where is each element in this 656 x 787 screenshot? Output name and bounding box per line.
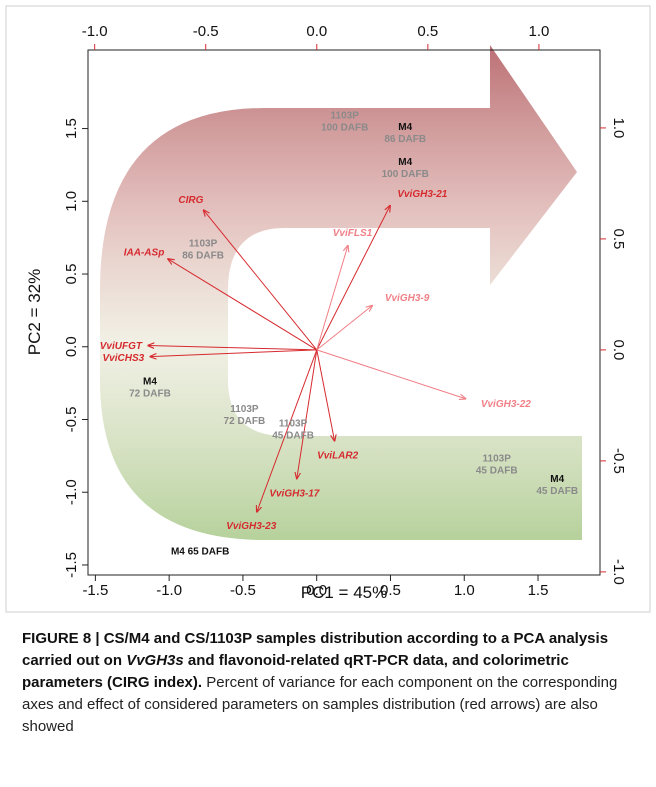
loading-label: VviGH3-9: [385, 293, 430, 304]
sample-label: M4: [398, 122, 412, 133]
sample-label: 45 DAFB: [476, 466, 518, 477]
x-tick-label: -1.5: [82, 582, 108, 599]
loading-label: VviGH3-17: [269, 488, 319, 499]
y2-tick-label: -1.0: [610, 559, 627, 585]
loading-label: VviLAR2: [317, 451, 359, 462]
y2-tick-label: -0.5: [610, 448, 627, 474]
x-tick-label: 1.0: [454, 582, 475, 599]
sample-point: M4 65 DAFB: [171, 546, 229, 557]
x-tick-label: -1.0: [156, 582, 182, 599]
y-axis-label: PC2 = 32%: [25, 269, 44, 355]
loading-arrow: [257, 349, 318, 512]
loading-label: IAA-ASp: [124, 248, 165, 259]
y-tick-label: 0.0: [63, 336, 80, 357]
loading-label: VviGH3-22: [481, 399, 531, 410]
y2-tick-label: 0.5: [610, 228, 627, 249]
sample-label: 1103P: [279, 419, 308, 430]
x-tick-label: 0.5: [380, 582, 401, 599]
loading-label: VviCHS3: [103, 353, 145, 364]
caption-text: Percent of variance for each component o…: [22, 674, 618, 735]
y-tick-label: 1.5: [63, 118, 80, 139]
y-tick-label: -1.0: [63, 479, 80, 505]
sample-label: M4: [550, 474, 564, 485]
x-axis-label: PC1 = 45%: [301, 583, 387, 602]
sample-label: 45 DAFB: [272, 431, 314, 442]
x2-tick-label: 1.0: [528, 23, 549, 40]
sample-label: 86 DAFB: [182, 250, 224, 261]
sample-label: M4: [398, 157, 412, 168]
figure-frame: [5, 5, 651, 613]
loading-arrow: [316, 246, 348, 351]
sample-point: M4 86 DAFB: [384, 122, 426, 145]
chart: PC1 = 45% PC2 = 32% -1.5 -1.0 -0.5 0.0 0.5 1.…: [5, 5, 651, 613]
y-tick-label: -0.5: [63, 407, 80, 433]
background-arrow: [100, 45, 582, 540]
loading-label: VviUFGT: [100, 341, 143, 352]
loading-arrow: [204, 210, 318, 351]
loading-arrow: [297, 349, 318, 479]
sample-label: 72 DAFB: [129, 388, 171, 399]
sample-point: 1103P 86 DAFB: [182, 238, 224, 261]
x2-tick-label: -1.0: [82, 23, 108, 40]
loading-arrow: [150, 349, 317, 357]
loading-label: CIRG: [178, 195, 203, 206]
loading-label: VviGH3-21: [397, 189, 447, 200]
x-tick-label: 0.0: [306, 582, 327, 599]
loading-arrow: [316, 349, 466, 399]
loading-label: VviGH3-23: [226, 521, 276, 532]
caption-title: FIGURE 8 | CS/M4 and CS/1103P samples di…: [22, 630, 609, 669]
sample-point: 1103P 45 DAFB: [476, 454, 518, 477]
loading-arrow: [168, 259, 318, 351]
y2-tick-label: 0.0: [610, 339, 627, 360]
x2-tick-label: 0.5: [417, 23, 438, 40]
x2-tick-label: 0.0: [306, 23, 327, 40]
x-tick-label: -0.5: [230, 582, 256, 599]
loading-arrow: [316, 349, 335, 441]
sample-label: 100 DAFB: [321, 122, 368, 133]
sample-label: 72 DAFB: [224, 416, 266, 427]
sample-label: M4: [143, 376, 157, 387]
loading-arrow: [148, 345, 317, 351]
caption: FIGURE 8 | CS/M4 and CS/1103P samples di…: [22, 628, 638, 738]
sample-label: 86 DAFB: [384, 134, 426, 145]
sample-label: 45 DAFB: [536, 486, 578, 497]
sample-label: M4 65 DAFB: [171, 546, 229, 557]
loading-arrow: [316, 206, 390, 351]
sample-point: 1103P 72 DAFB: [224, 404, 266, 427]
sample-label: 100 DAFB: [382, 169, 429, 180]
loading-arrow: [316, 306, 373, 351]
sample-point: M4 72 DAFB: [129, 376, 171, 399]
sample-label: 1103P: [230, 404, 259, 415]
loading-label: VviFLS1: [333, 228, 373, 239]
y-tick-label: 1.0: [63, 191, 80, 212]
x2-tick-label: -0.5: [193, 23, 219, 40]
sample-label: 1103P: [331, 110, 360, 121]
sample-point: M4 100 DAFB: [382, 157, 429, 180]
plot-frame: [87, 49, 601, 576]
y-tick-label: -1.5: [63, 552, 80, 578]
sample-point: 1103P 45 DAFB: [272, 419, 314, 442]
caption-title-italic: VvGH3s: [126, 652, 184, 669]
sample-point: 1103P 100 DAFB: [321, 110, 368, 133]
sample-point: M4 45 DAFB: [536, 474, 578, 497]
sample-label: 1103P: [483, 454, 512, 465]
sample-label: 1103P: [189, 238, 218, 249]
y2-tick-label: 1.0: [610, 117, 627, 138]
y-tick-label: 0.5: [63, 264, 80, 285]
caption-title-end: and flavonoid-related qRT-PCR data, and …: [22, 652, 569, 691]
x-tick-label: 1.5: [528, 582, 549, 599]
